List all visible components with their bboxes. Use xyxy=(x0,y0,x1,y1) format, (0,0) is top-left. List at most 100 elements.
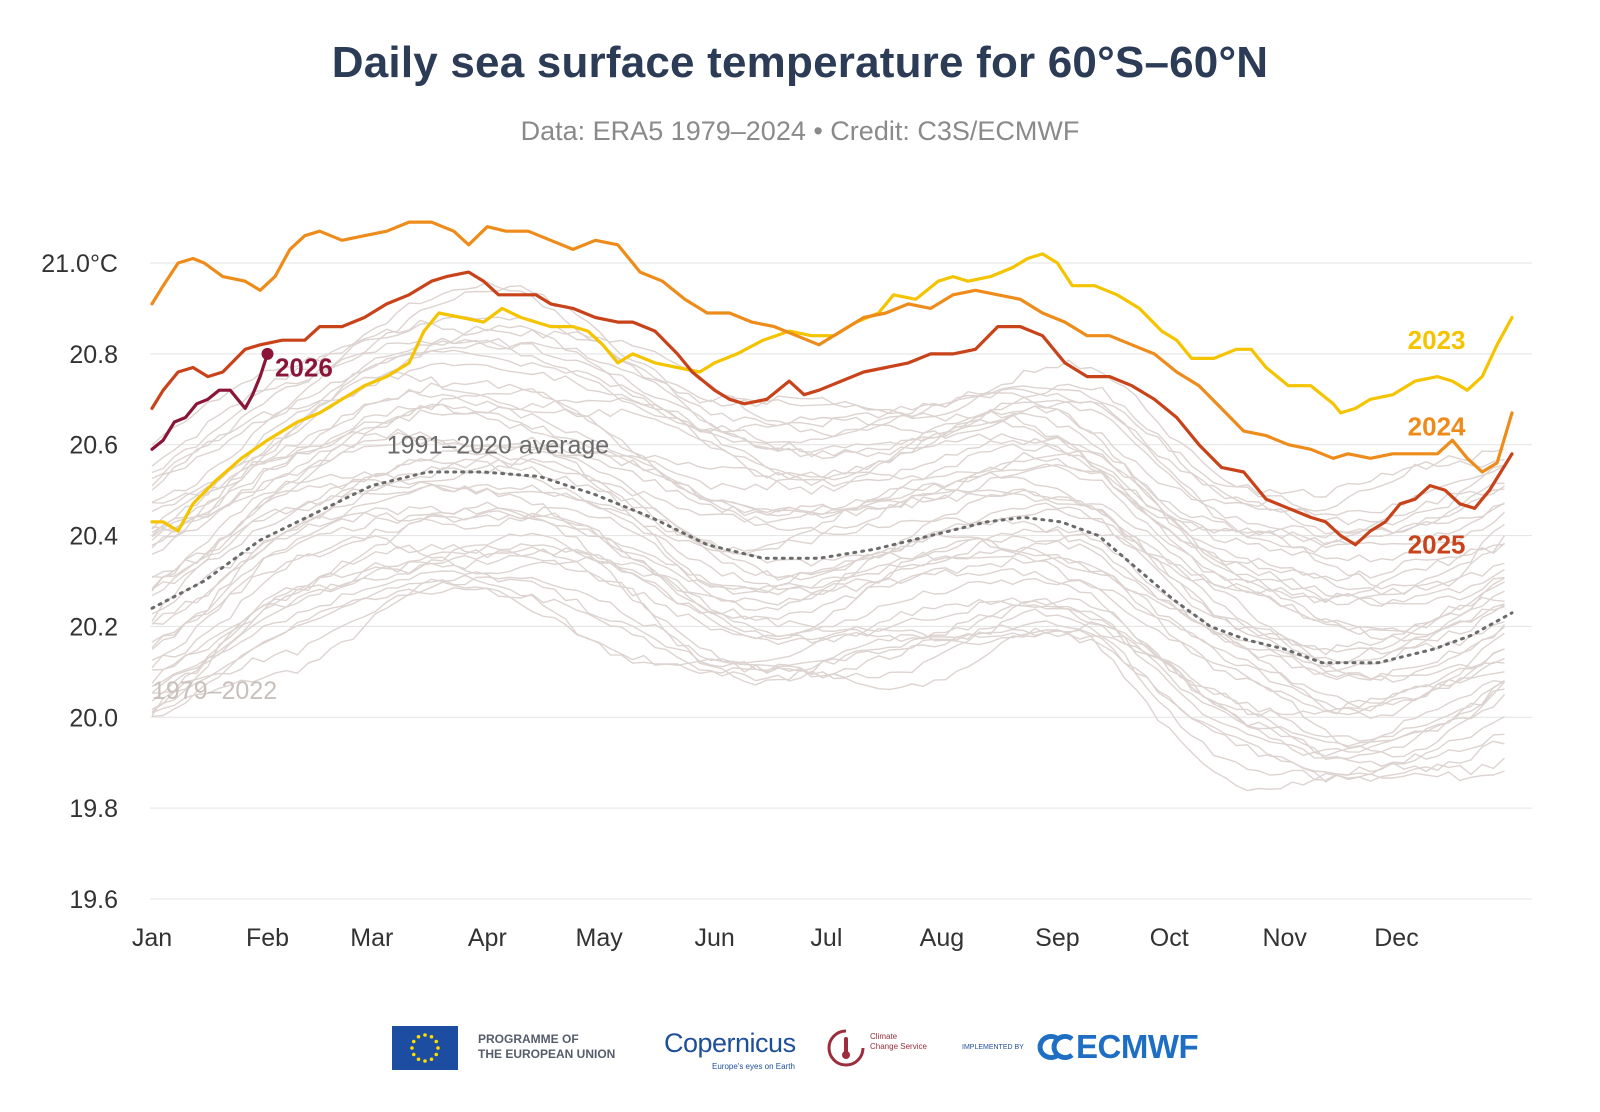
background-year-line xyxy=(151,549,1506,747)
x-tick-label: Jul xyxy=(810,924,842,952)
background-year-line xyxy=(151,543,1505,742)
series-label: 2025 xyxy=(1408,530,1466,560)
x-tick-label: Nov xyxy=(1262,924,1307,952)
series-labels: 2023 2024 2025 2026 1991–2020 average 1979–20… xyxy=(152,325,1466,705)
x-tick-label: May xyxy=(576,924,624,952)
eu-flag-icon xyxy=(392,1026,458,1070)
series-line-2025 xyxy=(150,270,1514,547)
ecmwf-wordmark: ECMWF xyxy=(1076,1028,1199,1065)
y-tick-label: 20.4 xyxy=(69,523,118,551)
eu-line2: THE EUROPEAN UNION xyxy=(478,1047,616,1061)
series-line-2026 xyxy=(150,352,270,451)
background-year-line xyxy=(151,428,1505,642)
x-tick-label: Mar xyxy=(350,924,393,952)
series-endpoint-2026 xyxy=(261,347,274,360)
x-tick-label: Oct xyxy=(1150,924,1189,952)
eu-star xyxy=(423,1059,427,1063)
copernicus-wordmark: opernicus xyxy=(683,1028,796,1058)
background-year-line xyxy=(151,535,1506,758)
y-tick-label: 19.6 xyxy=(69,886,118,914)
background-year-line xyxy=(151,501,1505,718)
eu-line1: PROGRAMME OF xyxy=(478,1032,579,1046)
footer-logos: PROGRAMME OF THE EUROPEAN UNION Copernic… xyxy=(0,1020,1600,1090)
chart-title: Daily sea surface temperature for 60°S–6… xyxy=(331,38,1269,87)
background-year-line xyxy=(151,532,1505,757)
background-year-line xyxy=(151,431,1505,634)
eu-star xyxy=(411,1039,416,1044)
background-year-line xyxy=(151,285,1505,513)
x-tick-label: Feb xyxy=(246,924,289,952)
x-tick-label: Sep xyxy=(1035,924,1079,952)
x-tick-label: Dec xyxy=(1374,924,1418,952)
c3s-text: Climate Change Service xyxy=(870,1032,927,1052)
background-year-line xyxy=(151,586,1505,783)
x-tick-label: Apr xyxy=(468,924,507,952)
background-year-line xyxy=(151,576,1505,776)
background-year-line xyxy=(151,483,1505,681)
background-year-line xyxy=(151,574,1505,792)
background-years-lines xyxy=(151,281,1506,792)
background-year-line xyxy=(151,436,1505,636)
background-year-line xyxy=(151,281,1505,498)
y-tick-label: 20.0 xyxy=(69,704,118,732)
copernicus-tagline: Europe's eyes on Earth xyxy=(712,1062,795,1071)
thermometer-icon xyxy=(826,1028,866,1068)
background-year-line xyxy=(151,581,1505,782)
background-year-line xyxy=(151,570,1505,767)
background-year-line xyxy=(151,315,1505,516)
background-year-line xyxy=(151,339,1505,539)
background-year-line xyxy=(151,436,1505,656)
c3s-line2: Change Service xyxy=(870,1042,927,1051)
background-year-line xyxy=(151,337,1505,549)
y-tick-label: 20.6 xyxy=(69,432,118,460)
copernicus-logo: Copernicus xyxy=(664,1028,796,1058)
background-year-line xyxy=(151,403,1505,603)
eu-star xyxy=(434,1039,439,1044)
background-year-line xyxy=(151,324,1505,554)
background-year-line xyxy=(151,409,1505,607)
series-label: 1991–2020 average xyxy=(387,432,609,460)
x-tick-label: Aug xyxy=(920,924,964,952)
eu-star xyxy=(410,1046,414,1050)
implemented-by-text: IMPLEMENTED BY xyxy=(962,1044,1024,1051)
highlight-series-lines xyxy=(150,220,1514,665)
c3s-line1: Climate xyxy=(870,1032,898,1041)
background-year-line xyxy=(151,483,1506,681)
background-year-line xyxy=(151,445,1505,663)
y-tick-label: 21.0°C xyxy=(41,250,118,278)
eu-star xyxy=(434,1052,439,1057)
x-tick-label: Jun xyxy=(694,924,734,952)
y-tick-label: 19.8 xyxy=(69,795,118,823)
axis-labels: 19.6 19.8 20.0 20.2 20.4 20.6 20.8 21.0°C Jan Feb… xyxy=(41,250,1418,952)
background-year-line xyxy=(151,403,1505,606)
sst-line-chart: 19.6 19.8 20.0 20.2 20.4 20.6 20.8 21.0°C Jan Feb… xyxy=(41,220,1532,952)
background-year-line xyxy=(151,388,1506,596)
background-year-line xyxy=(151,337,1505,535)
background-label: 1979–2022 xyxy=(152,677,277,705)
series-label: 2024 xyxy=(1408,412,1466,442)
background-year-line xyxy=(151,510,1505,713)
ecmwf-icon xyxy=(1036,1032,1076,1062)
eu-star xyxy=(416,1034,421,1039)
y-tick-label: 20.8 xyxy=(69,341,118,369)
x-tick-label: Jan xyxy=(132,924,172,952)
eu-star xyxy=(411,1052,416,1057)
background-year-line xyxy=(151,481,1505,683)
eu-star xyxy=(423,1033,427,1037)
background-year-line xyxy=(151,513,1505,712)
grid-lines xyxy=(150,262,1532,900)
chart-subtitle: Data: ERA5 1979–2024 • Credit: C3S/ECMWF xyxy=(520,116,1080,146)
background-year-line xyxy=(151,458,1505,655)
eu-star xyxy=(429,1057,434,1062)
eu-star xyxy=(436,1046,440,1050)
eu-star xyxy=(416,1057,421,1062)
eu-star xyxy=(429,1034,434,1039)
background-year-line xyxy=(151,362,1505,563)
background-year-line xyxy=(151,458,1505,668)
eu-programme-text: PROGRAMME OF THE EUROPEAN UNION xyxy=(478,1032,615,1062)
y-tick-label: 20.2 xyxy=(69,613,118,641)
series-line-2024 xyxy=(150,220,1514,474)
series-label: 2023 xyxy=(1408,325,1466,355)
series-line-19912020average xyxy=(150,470,1514,665)
series-label: 2026 xyxy=(275,352,333,382)
